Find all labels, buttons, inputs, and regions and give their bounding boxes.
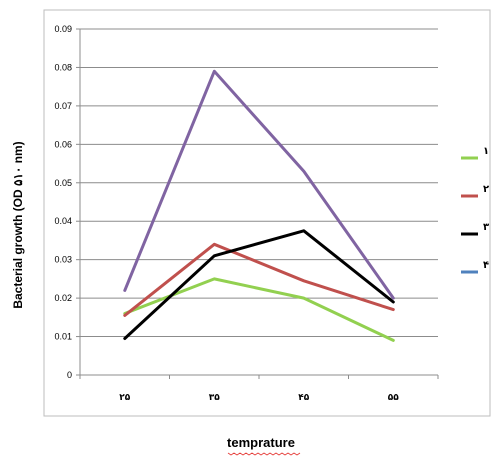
legend-label-1: ۱	[483, 146, 489, 157]
y-tick-label: 0.05	[54, 178, 72, 188]
y-tick-label: 0.02	[54, 293, 72, 303]
x-tick-label: ۵۵	[388, 393, 399, 403]
x-tick-label: ۲۵	[119, 393, 130, 403]
series-lines	[123, 69, 395, 342]
x-axis-label: temprature	[227, 435, 295, 450]
y-tick-label: 0	[67, 370, 72, 380]
legend-label-2: ۲	[483, 184, 489, 195]
y-tick-label: 0.09	[54, 24, 72, 34]
legend: ۱ ۲ ۳ ۴	[461, 146, 489, 274]
y-tick-label: 0.08	[54, 62, 72, 72]
y-tick-label: 0.01	[54, 332, 72, 342]
spellcheck-underline	[227, 452, 301, 456]
gridlines	[80, 28, 438, 338]
y-tick-label: 0.07	[54, 101, 72, 111]
y-axis-label: Bacterial growth (OD ۵۱۰ nm)	[11, 141, 25, 308]
series-line-3	[123, 229, 395, 340]
x-tick-label: ۳۵	[209, 393, 220, 403]
legend-label-4: ۴	[483, 260, 489, 271]
axes: 0 0.01 0.02 0.03 0.04 0.05 0.06 0.07 0.08 0.09 ۲۵ ۳…	[54, 24, 439, 403]
series-line-4	[123, 69, 395, 300]
chart-area-border	[43, 9, 491, 417]
series-line-2	[123, 242, 395, 317]
y-tick-label: 0.06	[54, 139, 72, 149]
y-tick-label: 0.03	[54, 255, 72, 265]
legend-label-3: ۳	[483, 222, 489, 233]
y-tick-label: 0.04	[54, 216, 72, 226]
x-tick-label: ۴۵	[298, 393, 309, 403]
